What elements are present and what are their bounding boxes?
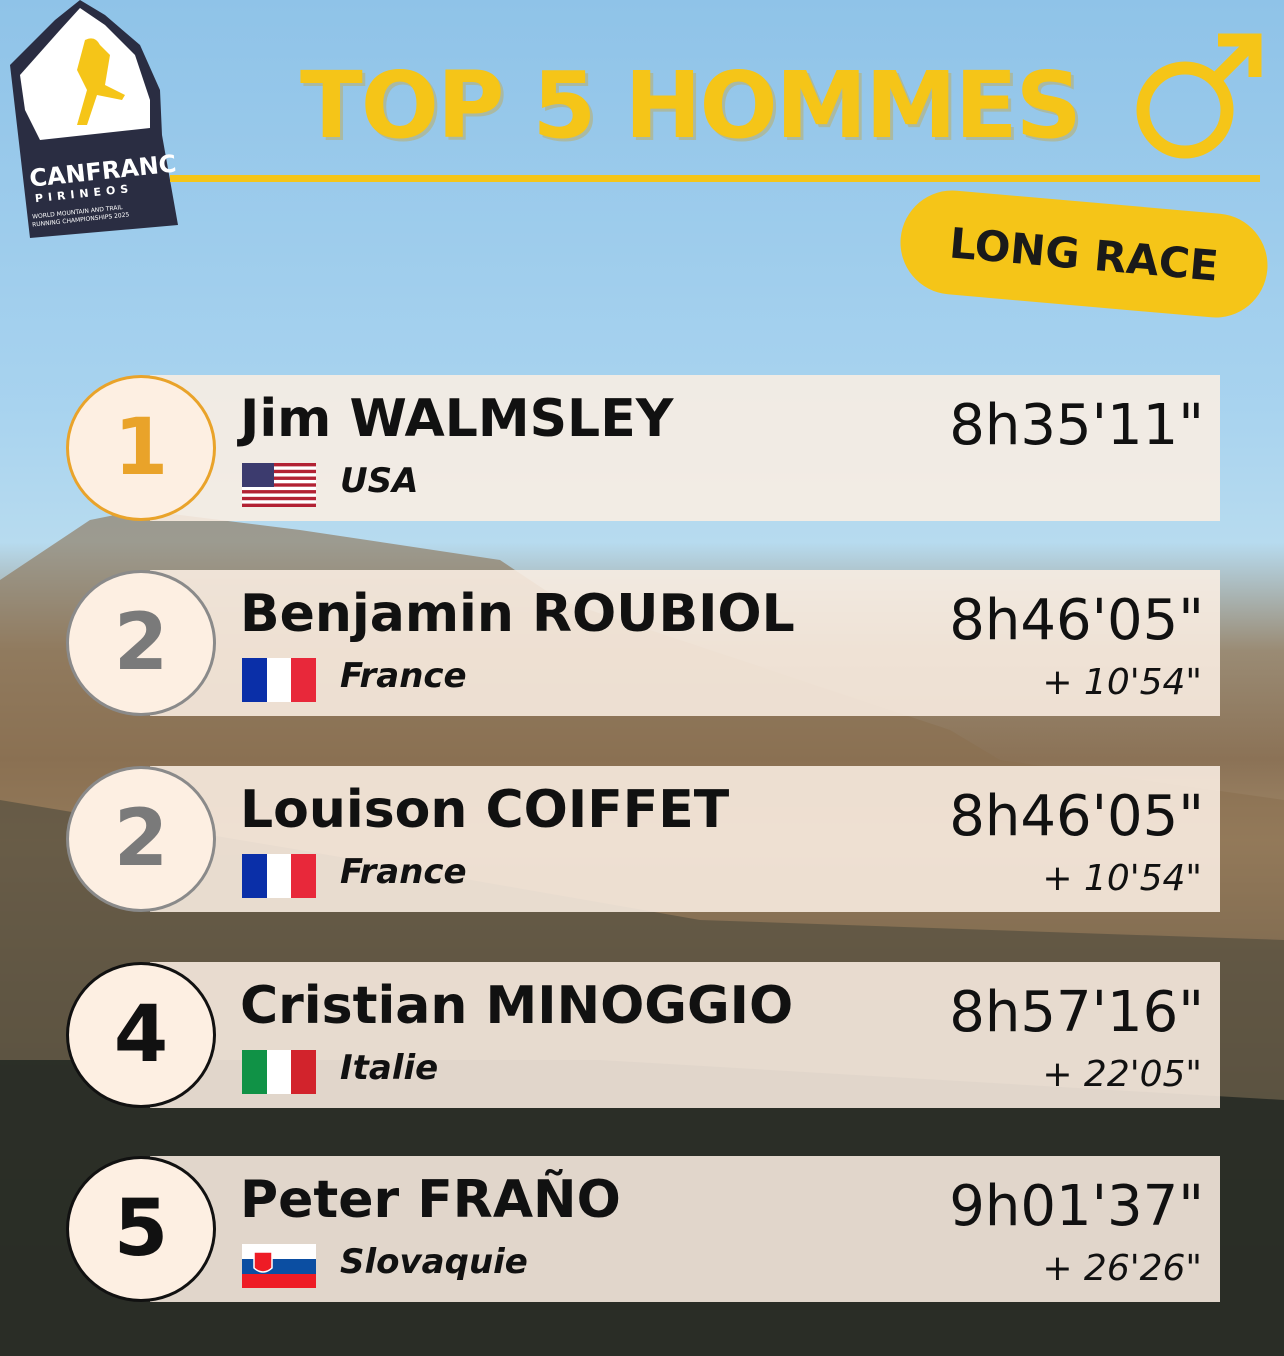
result-row: Louison COIFFET France 8h46'05" + 10'54" [150, 766, 1220, 912]
athlete-country: France [340, 656, 467, 696]
result-row: Cristian MINOGGIO Italie 8h57'16" + 22'0… [150, 962, 1220, 1108]
page-title: TOP 5 HOMMES [300, 52, 1082, 159]
title-underline [170, 175, 1260, 182]
time-gap: + 10'54" [1042, 858, 1202, 899]
flag-usa-icon [242, 463, 316, 507]
rank-badge: 5 [66, 1156, 216, 1302]
finish-time: 8h46'05" [949, 588, 1204, 653]
finish-time: 8h46'05" [949, 784, 1204, 849]
flag-france-icon [242, 658, 316, 702]
athlete-name: Cristian MINOGGIO [240, 976, 794, 1036]
time-gap: + 26'26" [1042, 1248, 1202, 1289]
male-symbol-icon [1136, 33, 1262, 159]
time-gap: + 10'54" [1042, 662, 1202, 703]
athlete-country: Slovaquie [340, 1242, 528, 1282]
athlete-country: Italie [340, 1048, 439, 1088]
finish-time: 8h57'16" [949, 980, 1204, 1045]
canfranc-logo: CANFRANC PIRINEOS WORLD MOUNTAIN AND TRA… [10, 0, 178, 238]
rank-badge: 1 [66, 375, 216, 521]
athlete-name: Peter FRAÑO [240, 1170, 621, 1230]
finish-time: 9h01'37" [949, 1174, 1204, 1239]
result-row: Benjamin ROUBIOL France 8h46'05" + 10'54… [150, 570, 1220, 716]
athlete-name: Jim WALMSLEY [240, 389, 674, 449]
rank-badge: 4 [66, 962, 216, 1108]
rank-badge: 2 [66, 570, 216, 716]
athlete-country: France [340, 852, 467, 892]
flag-italy-icon [242, 1050, 316, 1094]
result-row: Jim WALMSLEY USA 8h35'11" [150, 375, 1220, 521]
flag-slovakia-icon [242, 1244, 316, 1288]
athlete-name: Benjamin ROUBIOL [240, 584, 795, 644]
athlete-name: Louison COIFFET [240, 780, 730, 840]
race-badge: LONG RACE [896, 186, 1272, 322]
finish-time: 8h35'11" [949, 393, 1204, 458]
result-row: Peter FRAÑO Slovaquie 9h01'37" + 26'26" [150, 1156, 1220, 1302]
flag-france-icon [242, 854, 316, 898]
time-gap: + 22'05" [1042, 1054, 1202, 1095]
rank-badge: 2 [66, 766, 216, 912]
athlete-country: USA [340, 461, 419, 501]
